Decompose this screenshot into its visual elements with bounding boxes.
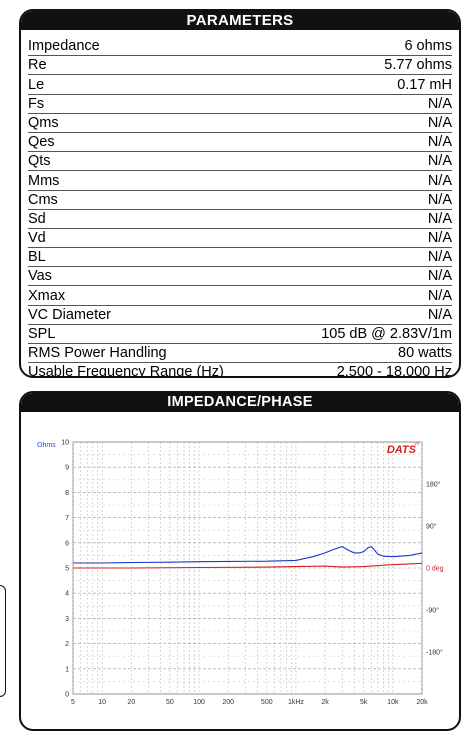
parameter-row: Qts N/A [28, 152, 452, 172]
x-tick-label: 20k [416, 699, 428, 706]
x-tick-label: 2k [321, 699, 329, 706]
parameter-name: Le [28, 76, 45, 93]
parameter-row: Vas N/A [28, 267, 452, 287]
parameter-name: Qts [28, 153, 51, 170]
parameter-row: Qes N/A [28, 133, 452, 153]
parameter-value: N/A [427, 268, 452, 285]
x-tick-label: 50 [166, 699, 174, 706]
parameter-row: Usable Frequency Range (Hz) 2,500 - 18,00… [28, 363, 452, 378]
parameter-name: Vd [28, 230, 46, 247]
parameters-title: PARAMETERS [21, 11, 459, 30]
y-left-tick-label: 2 [65, 641, 69, 648]
parameter-name: VC Diameter [28, 306, 111, 323]
y-left-tick-label: 3 [65, 616, 69, 623]
x-tick-label: 500 [261, 699, 273, 706]
x-tick-label: 1kHz [288, 699, 304, 706]
y-left-tick-label: 1 [65, 666, 69, 673]
parameter-name: BL [28, 249, 46, 266]
parameter-value: 2,500 - 18,000 Hz [336, 364, 452, 378]
parameter-value: N/A [427, 153, 452, 170]
dats-logo: DATS [387, 444, 417, 456]
parameter-value: N/A [427, 114, 452, 131]
x-tick-label: 10k [387, 699, 399, 706]
y-right-tick-label: 0 deg [426, 566, 444, 573]
impedance-title: IMPEDANCE/PHASE [21, 393, 459, 412]
parameter-value: 80 watts [398, 345, 452, 362]
parameters-panel: PARAMETERS Impedance 6 ohms Re 5.77 ohms Le 0… [19, 9, 461, 378]
parameter-value: N/A [427, 249, 452, 266]
y-right-tick-label: 90° [426, 523, 437, 531]
parameter-value: 6 ohms [404, 38, 452, 55]
parameters-table: Impedance 6 ohms Re 5.77 ohms Le 0.17 mH Fs N/A… [21, 30, 459, 378]
impedance-chart: Ohms 0 1 2 3 4 5 6 7 8 9 10 180° 90° 0 deg -90° -180° 5 10… [37, 440, 444, 707]
parameter-row: BL N/A [28, 248, 452, 268]
parameter-name: Qes [28, 134, 55, 151]
y-right-tick-label: -90° [426, 607, 439, 615]
parameter-value: 5.77 ohms [384, 57, 452, 74]
parameter-row: Sd N/A [28, 210, 452, 229]
y-left-axis-label: Ohms [37, 442, 56, 449]
parameter-row: Le 0.17 mH [28, 75, 452, 95]
parameter-row: Cms N/A [28, 191, 452, 210]
parameter-row: Re 5.77 ohms [28, 56, 452, 76]
impedance-series-line [73, 545, 423, 564]
y-right-tick-label: 180° [426, 481, 441, 489]
y-left-tick-label: 0 [65, 692, 69, 699]
parameter-name: Xmax [28, 287, 66, 304]
parameter-name: Usable Frequency Range (Hz) [28, 364, 224, 378]
y-left-tick-label: 10 [61, 440, 69, 447]
parameter-row: Fs N/A [28, 95, 452, 114]
y-left-tick-label: 7 [65, 515, 69, 522]
parameter-row: RMS Power Handling 80 watts [28, 344, 452, 364]
parameter-value: 0.17 mH [397, 76, 452, 93]
parameter-row: Xmax N/A [28, 286, 452, 306]
y-left-tick-label: 4 [65, 591, 69, 598]
parameter-value: N/A [427, 287, 452, 304]
phase-series-line [73, 562, 423, 569]
parameter-value: N/A [427, 134, 452, 151]
y-right-tick-label: -180° [426, 649, 443, 657]
parameter-row: Qms N/A [28, 114, 452, 133]
parameter-value: N/A [427, 191, 452, 208]
parameter-name: Vas [28, 268, 52, 285]
parameter-value: N/A [427, 95, 452, 112]
parameter-value: N/A [427, 210, 452, 227]
y-left-tick-label: 5 [65, 566, 69, 573]
parameter-name: Sd [28, 210, 46, 227]
parameter-value: 105 dB @ 2.83V/1m [321, 326, 452, 342]
x-tick-label: 20 [127, 699, 135, 706]
parameter-name: Qms [28, 114, 59, 131]
y-left-tick-label: 6 [65, 540, 69, 547]
dats-logo-version: V3 [414, 441, 420, 446]
x-tick-label: 5 [71, 699, 75, 706]
impedance-panel: IMPEDANCE/PHASE Ohms 0 1 2 3 4 5 6 7 8 9 10 180° 90° 0… [19, 391, 461, 731]
parameter-row: SPL 105 dB @ 2.83V/1m [28, 325, 452, 344]
parameter-row: Impedance 6 ohms [28, 37, 452, 57]
x-tick-label: 10 [98, 699, 106, 706]
parameter-name: Impedance [28, 38, 100, 55]
parameter-name: Mms [28, 172, 60, 189]
x-tick-label: 200 [222, 699, 234, 706]
parameter-value: N/A [427, 172, 452, 189]
parameter-value: N/A [427, 306, 452, 323]
adjacent-panel-edge [0, 585, 6, 697]
y-left-tick-label: 8 [65, 490, 69, 497]
x-tick-label: 100 [193, 699, 205, 706]
parameter-row: Mms N/A [28, 171, 452, 191]
y-left-tick-label: 9 [65, 465, 69, 472]
parameter-name: Fs [28, 95, 45, 112]
parameter-value: N/A [427, 230, 452, 247]
parameter-row: Vd N/A [28, 229, 452, 249]
parameter-name: SPL [28, 326, 56, 342]
parameter-row: VC Diameter N/A [28, 306, 452, 325]
parameter-name: Cms [28, 191, 58, 208]
x-tick-label: 5k [360, 699, 368, 706]
parameter-name: Re [28, 57, 47, 74]
parameter-name: RMS Power Handling [28, 345, 167, 362]
